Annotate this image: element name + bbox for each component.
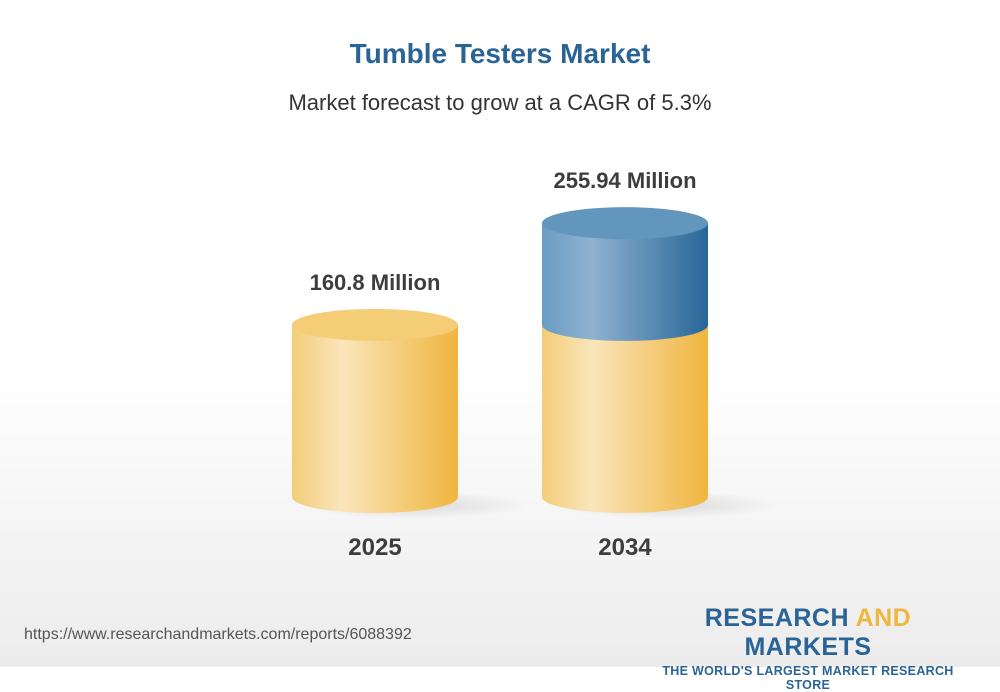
category-label: 2025 xyxy=(348,534,401,561)
cylinder-base-segment xyxy=(542,324,708,513)
category-label: 2034 xyxy=(598,534,652,561)
data-label: 255.94 Million xyxy=(553,168,696,193)
logo-text-markets: MARKETS xyxy=(744,633,872,661)
logo-text-research: RESEARCH xyxy=(704,604,856,632)
cylinder-top xyxy=(542,207,708,240)
chart-subtitle: Market forecast to grow at a CAGR of 5.3… xyxy=(288,90,712,115)
cylinder-growth-segment xyxy=(542,223,708,341)
cylinder-base-segment xyxy=(292,324,458,513)
cylinder-chart: 160.8 Million 2025 255.94 Million 2034 xyxy=(292,168,778,561)
logo-tagline: THE WORLD'S LARGEST MARKET RESEARCH STOR… xyxy=(662,664,954,692)
chart-title: Tumble Testers Market xyxy=(349,38,651,69)
research-and-markets-logo: RESEARCH AND MARKETS THE WORLD'S LARGEST… xyxy=(640,604,976,692)
logo-text-and: AND xyxy=(855,604,912,632)
data-label: 160.8 Million xyxy=(310,270,441,295)
report-url[interactable]: https://www.researchandmarkets.com/repor… xyxy=(24,626,412,643)
cylinder-top xyxy=(292,308,458,341)
